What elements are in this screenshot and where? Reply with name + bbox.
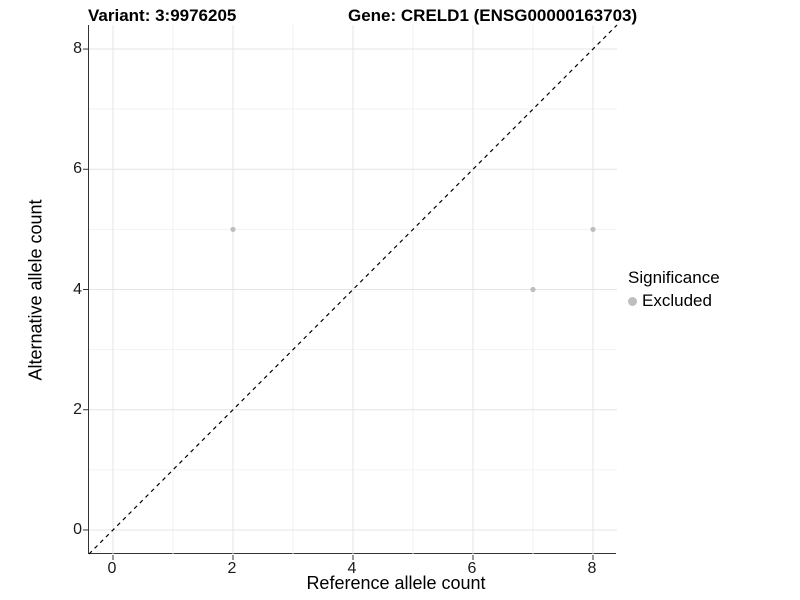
x-tick-label: 6 <box>467 560 477 577</box>
y-tick-label: 0 <box>73 520 82 538</box>
y-axis-title: Alternative allele count <box>25 199 46 381</box>
legend-item-excluded: Excluded <box>628 291 720 311</box>
legend: Significance Excluded <box>628 268 720 311</box>
plot-title-gene: Gene: CRELD1 (ENSG00000163703) <box>348 6 638 25</box>
x-axis-title-text: Reference allele count <box>306 573 486 593</box>
y-tick-label: 4 <box>73 280 82 298</box>
x-axis-title: Reference allele count <box>0 573 704 594</box>
x-tick-label: 4 <box>347 560 357 577</box>
y-tick-label: 2 <box>73 400 82 418</box>
x-tick-label: 2 <box>227 560 237 577</box>
data-point <box>590 226 596 232</box>
plot-panel <box>83 24 618 560</box>
y-tick-label: 6 <box>73 160 82 178</box>
plot-canvas <box>83 24 618 560</box>
x-tick-label: 0 <box>107 560 117 577</box>
y-tick-label: 8 <box>73 40 82 58</box>
data-point <box>230 226 236 232</box>
legend-key-dot-icon <box>628 296 637 306</box>
plot-title-variant: Variant: 3:9976205 <box>88 6 237 25</box>
data-point <box>530 286 536 293</box>
x-tick-label: 8 <box>587 560 597 577</box>
legend-item-label: Excluded <box>642 291 712 310</box>
legend-title: Significance <box>628 268 720 287</box>
